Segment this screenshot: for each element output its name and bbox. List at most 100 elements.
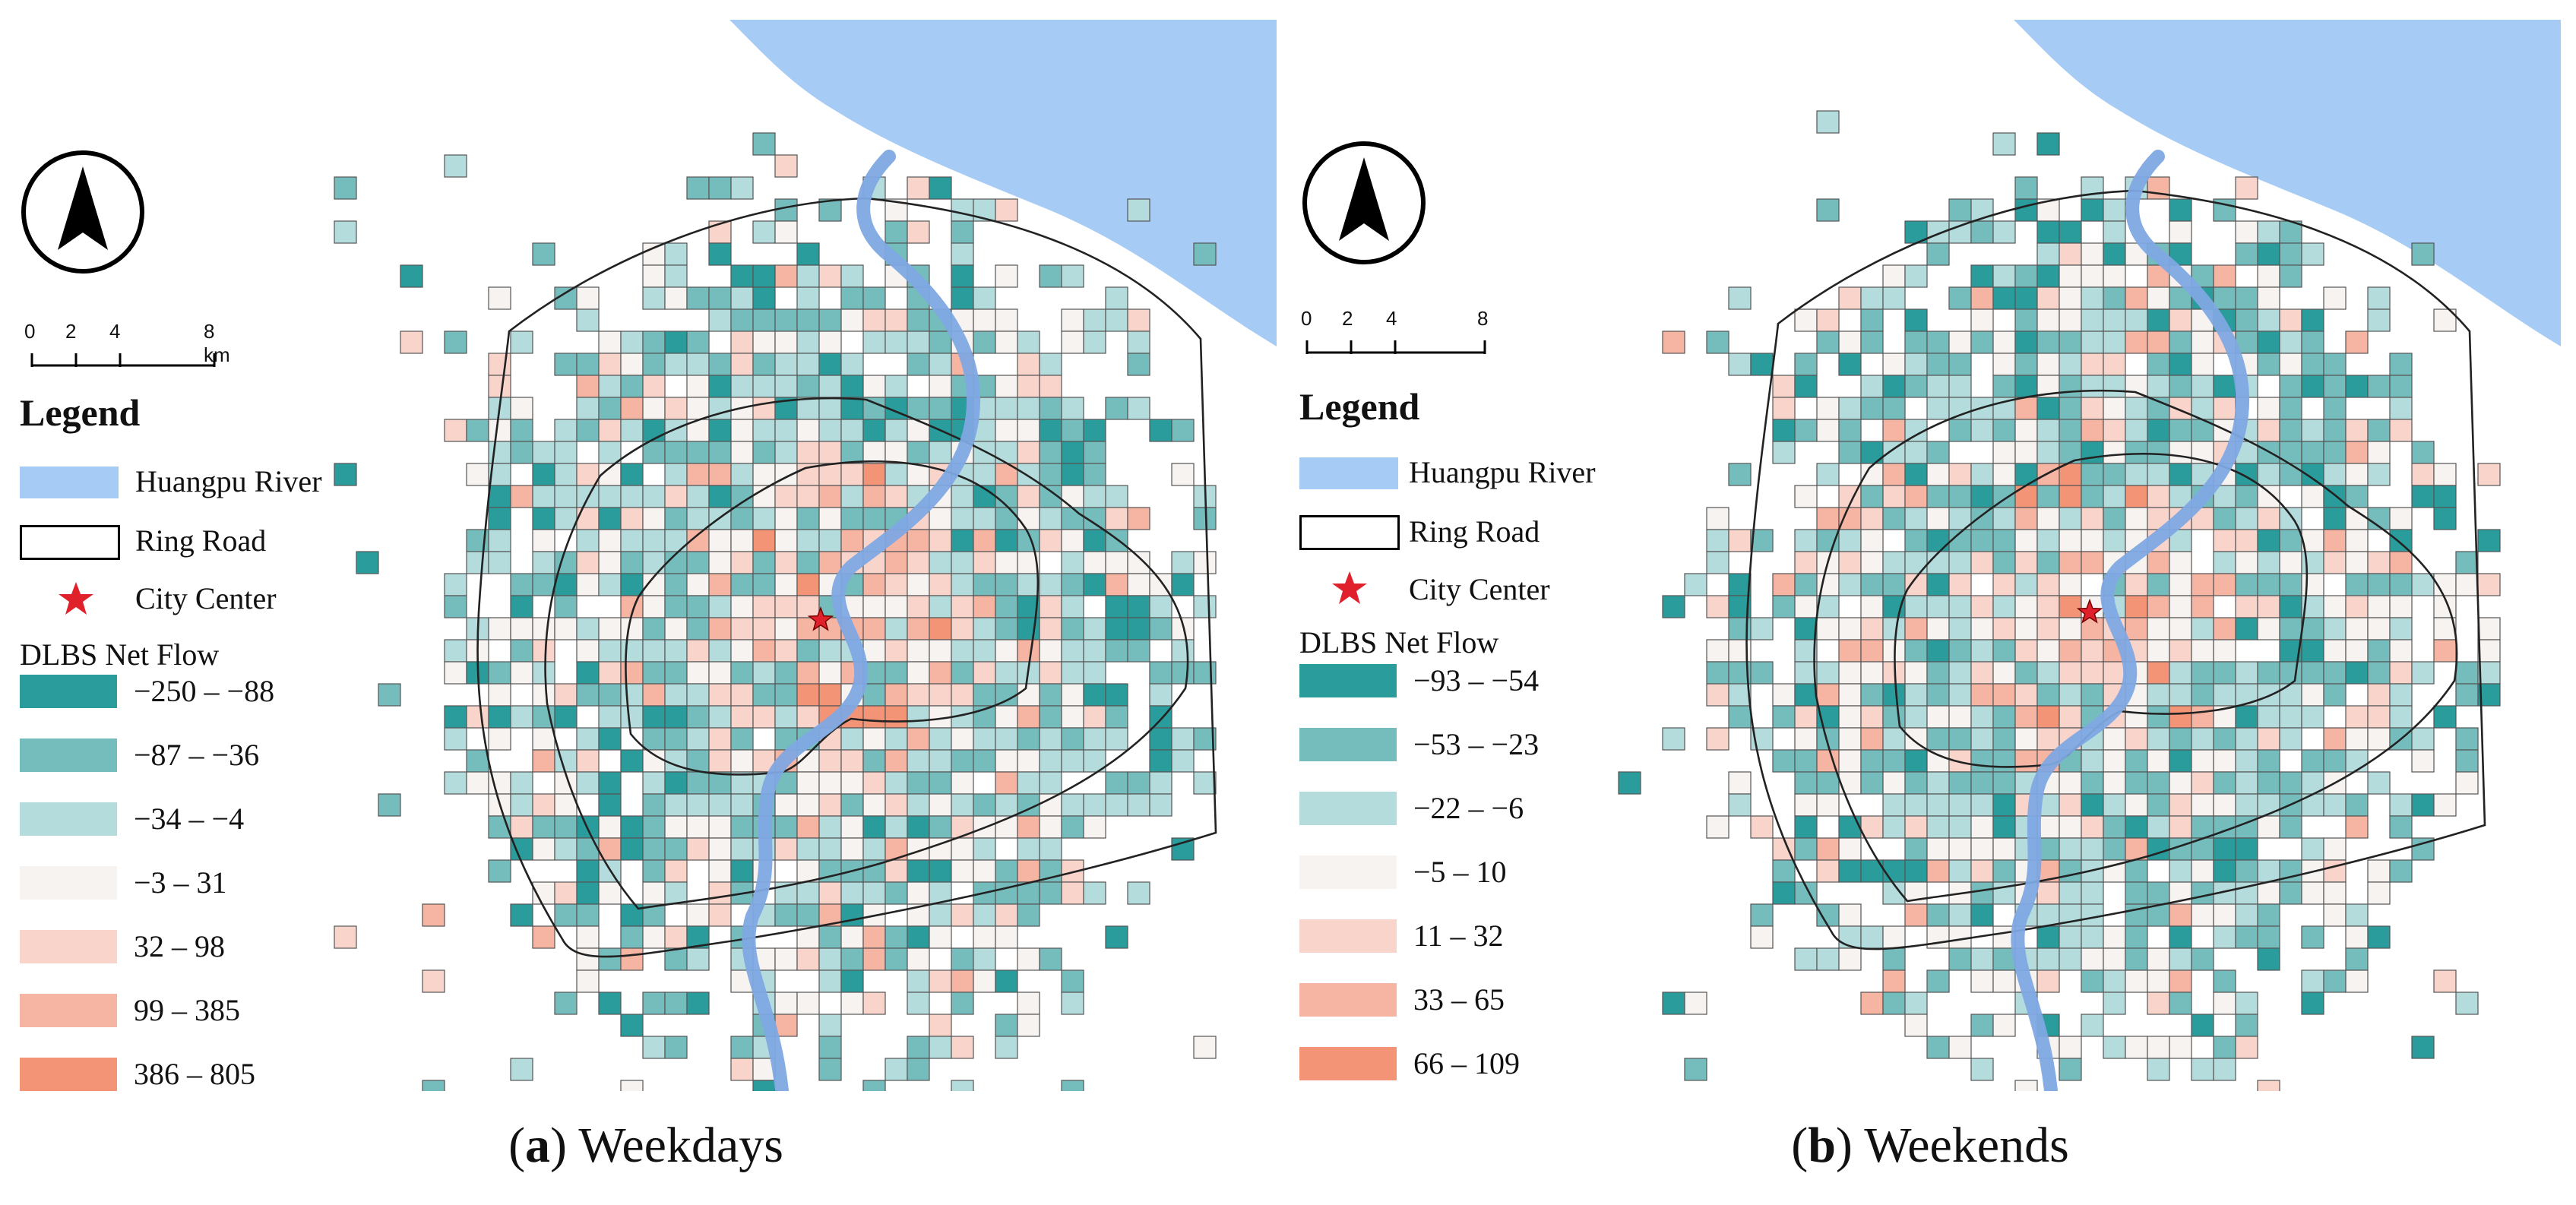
grid-cell bbox=[774, 419, 798, 442]
grid-cell bbox=[907, 793, 930, 817]
grid-cell bbox=[1992, 507, 2016, 530]
grid-cell bbox=[885, 308, 908, 332]
grid-cell bbox=[2125, 397, 2148, 420]
grid-cell bbox=[1816, 661, 1840, 685]
grid-cell bbox=[2213, 683, 2236, 707]
grid-cell bbox=[929, 551, 952, 574]
grid-cell bbox=[995, 441, 1018, 464]
grid-cell bbox=[1127, 331, 1150, 354]
grid-cell bbox=[2213, 771, 2236, 795]
grid-cell bbox=[973, 947, 996, 971]
grid-cell bbox=[1149, 727, 1172, 751]
grid-cell bbox=[2345, 485, 2369, 508]
grid-cell bbox=[466, 551, 489, 574]
grid-cell bbox=[2235, 771, 2258, 795]
grid-cell bbox=[444, 705, 467, 729]
grid-cell bbox=[2323, 419, 2347, 442]
grid-cell bbox=[862, 705, 886, 729]
grid-cell bbox=[1061, 661, 1084, 685]
grid-cell bbox=[951, 198, 974, 222]
grid-cell bbox=[973, 308, 996, 332]
grid-cell bbox=[1838, 419, 1862, 442]
grid-cell bbox=[708, 617, 732, 640]
grid-cell bbox=[1105, 617, 1128, 640]
grid-cell bbox=[973, 727, 996, 751]
legend-class-swatch bbox=[1299, 1047, 1397, 1080]
grid-cell bbox=[2169, 992, 2192, 1015]
grid-cell bbox=[774, 595, 798, 618]
grid-cell bbox=[2191, 815, 2214, 839]
grid-cell bbox=[2257, 771, 2280, 795]
grid-cell bbox=[818, 331, 842, 354]
grid-cell bbox=[1860, 661, 1884, 685]
grid-cell bbox=[532, 639, 555, 663]
grid-cell bbox=[2279, 331, 2302, 354]
grid-cell bbox=[2014, 1080, 2038, 1091]
grid-cell bbox=[973, 969, 996, 993]
grid-cell bbox=[2235, 925, 2258, 949]
grid-cell bbox=[1992, 132, 2016, 156]
grid-cell bbox=[818, 837, 842, 861]
grid-cell bbox=[1794, 485, 1818, 508]
grid-cell bbox=[708, 661, 732, 685]
grid-cell bbox=[1992, 441, 2016, 464]
grid-cell bbox=[2081, 661, 2104, 685]
grid-cell bbox=[2169, 683, 2192, 707]
grid-cell bbox=[2301, 242, 2324, 266]
grid-cell bbox=[1750, 529, 1774, 552]
grid-cell bbox=[1816, 771, 1840, 795]
grid-cell bbox=[466, 705, 489, 729]
grid-cell bbox=[1017, 375, 1040, 398]
grid-cell bbox=[2081, 331, 2104, 354]
grid-cell bbox=[1904, 551, 1928, 574]
scale-bar: 0 2 4 8 km bbox=[24, 320, 237, 381]
grid-cell bbox=[2059, 639, 2082, 663]
grid-cell bbox=[554, 881, 578, 905]
grid-cell bbox=[1083, 815, 1106, 839]
grid-cell bbox=[1794, 573, 1818, 596]
grid-cell bbox=[995, 793, 1018, 817]
grid-cell bbox=[1904, 595, 1928, 618]
grid-cell bbox=[1970, 485, 1994, 508]
grid-cell bbox=[2433, 507, 2457, 530]
grid-cell bbox=[1948, 793, 1972, 817]
legend-class-swatch bbox=[1299, 983, 1397, 1017]
grid-cell bbox=[598, 683, 622, 707]
grid-cell bbox=[840, 992, 864, 1015]
grid-cell bbox=[2036, 419, 2060, 442]
grid-cell bbox=[2169, 969, 2192, 993]
grid-cell bbox=[2014, 661, 2038, 685]
grid-cell bbox=[1882, 286, 1906, 310]
grid-cell bbox=[1171, 749, 1195, 773]
grid-cell bbox=[2301, 573, 2324, 596]
grid-cell bbox=[951, 992, 974, 1015]
grid-cell bbox=[2257, 551, 2280, 574]
grid-cell bbox=[774, 308, 798, 332]
grid-cell bbox=[2147, 793, 2170, 817]
grid-cell bbox=[818, 639, 842, 663]
grid-cell bbox=[1860, 551, 1884, 574]
legend-class-label: −22 – −6 bbox=[1413, 791, 1524, 825]
grid-cell bbox=[2301, 992, 2324, 1015]
grid-cell bbox=[1948, 639, 1972, 663]
grid-cell bbox=[598, 507, 622, 530]
grid-cell bbox=[1728, 705, 1752, 729]
grid-cell bbox=[885, 375, 908, 398]
grid-cell bbox=[532, 507, 555, 530]
grid-cell bbox=[2191, 661, 2214, 685]
grid-cell bbox=[1860, 617, 1884, 640]
grid-cell bbox=[1816, 397, 1840, 420]
grid-cell bbox=[2036, 661, 2060, 685]
grid-cell bbox=[1061, 419, 1084, 442]
grid-cell bbox=[1860, 507, 1884, 530]
grid-cell bbox=[1017, 1014, 1040, 1037]
grid-cell bbox=[1970, 969, 1994, 993]
grid-cell bbox=[862, 771, 886, 795]
grid-cell bbox=[708, 551, 732, 574]
grid-cell bbox=[1948, 220, 1972, 244]
grid-cell bbox=[1838, 397, 1862, 420]
grid-cell bbox=[1926, 837, 1950, 861]
grid-cell bbox=[774, 551, 798, 574]
grid-cell bbox=[1083, 573, 1106, 596]
grid-cell bbox=[532, 749, 555, 773]
